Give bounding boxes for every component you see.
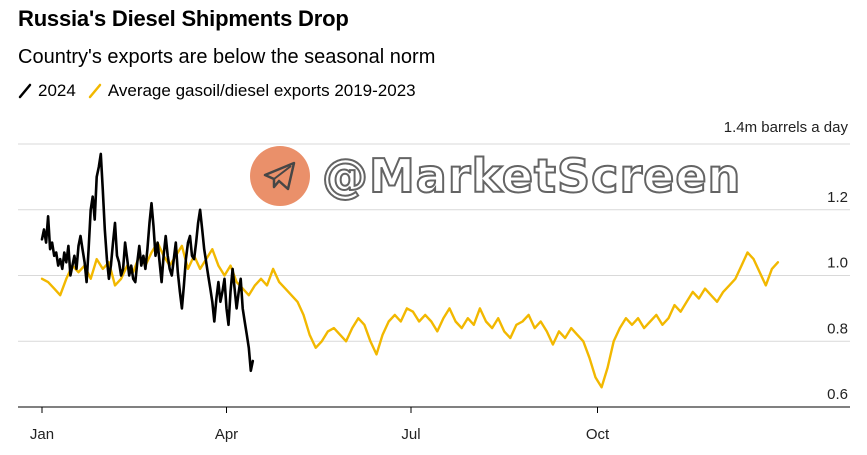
chart-title: Russia's Diesel Shipments Drop [18, 6, 349, 31]
x-tick-label: Apr [215, 426, 238, 443]
series-line-2024 [40, 152, 255, 373]
chart-subtitle: Country's exports are below the seasonal… [18, 46, 436, 68]
legend-item-average: Average gasoil/diesel exports 2019-2023 [88, 81, 416, 101]
legend-swatch-average [88, 83, 102, 99]
legend-label-2024: 2024 [38, 81, 76, 100]
legend-swatch-2024 [18, 83, 32, 99]
legend-label-average: Average gasoil/diesel exports 2019-2023 [107, 81, 416, 100]
watermark-text: @MarketScreen [321, 148, 742, 204]
legend: 2024 Average gasoil/diesel exports 2019-… [18, 81, 428, 101]
telegram-icon [250, 146, 310, 206]
watermark: @MarketScreen [250, 146, 741, 206]
y-tick-label: 1.2 [827, 189, 848, 206]
x-tick-label: Jan [30, 426, 54, 443]
y-tick-label: 1.0 [827, 255, 848, 272]
x-tick-label: Oct [586, 426, 610, 443]
series-line-average [40, 241, 780, 389]
y-tick-label: 0.6 [827, 386, 848, 403]
legend-item-2024: 2024 [18, 81, 76, 101]
x-tick-label: Jul [401, 426, 420, 443]
y-tick-label: 0.8 [827, 320, 848, 337]
y-unit-label: 1.4m barrels a day [724, 119, 849, 136]
